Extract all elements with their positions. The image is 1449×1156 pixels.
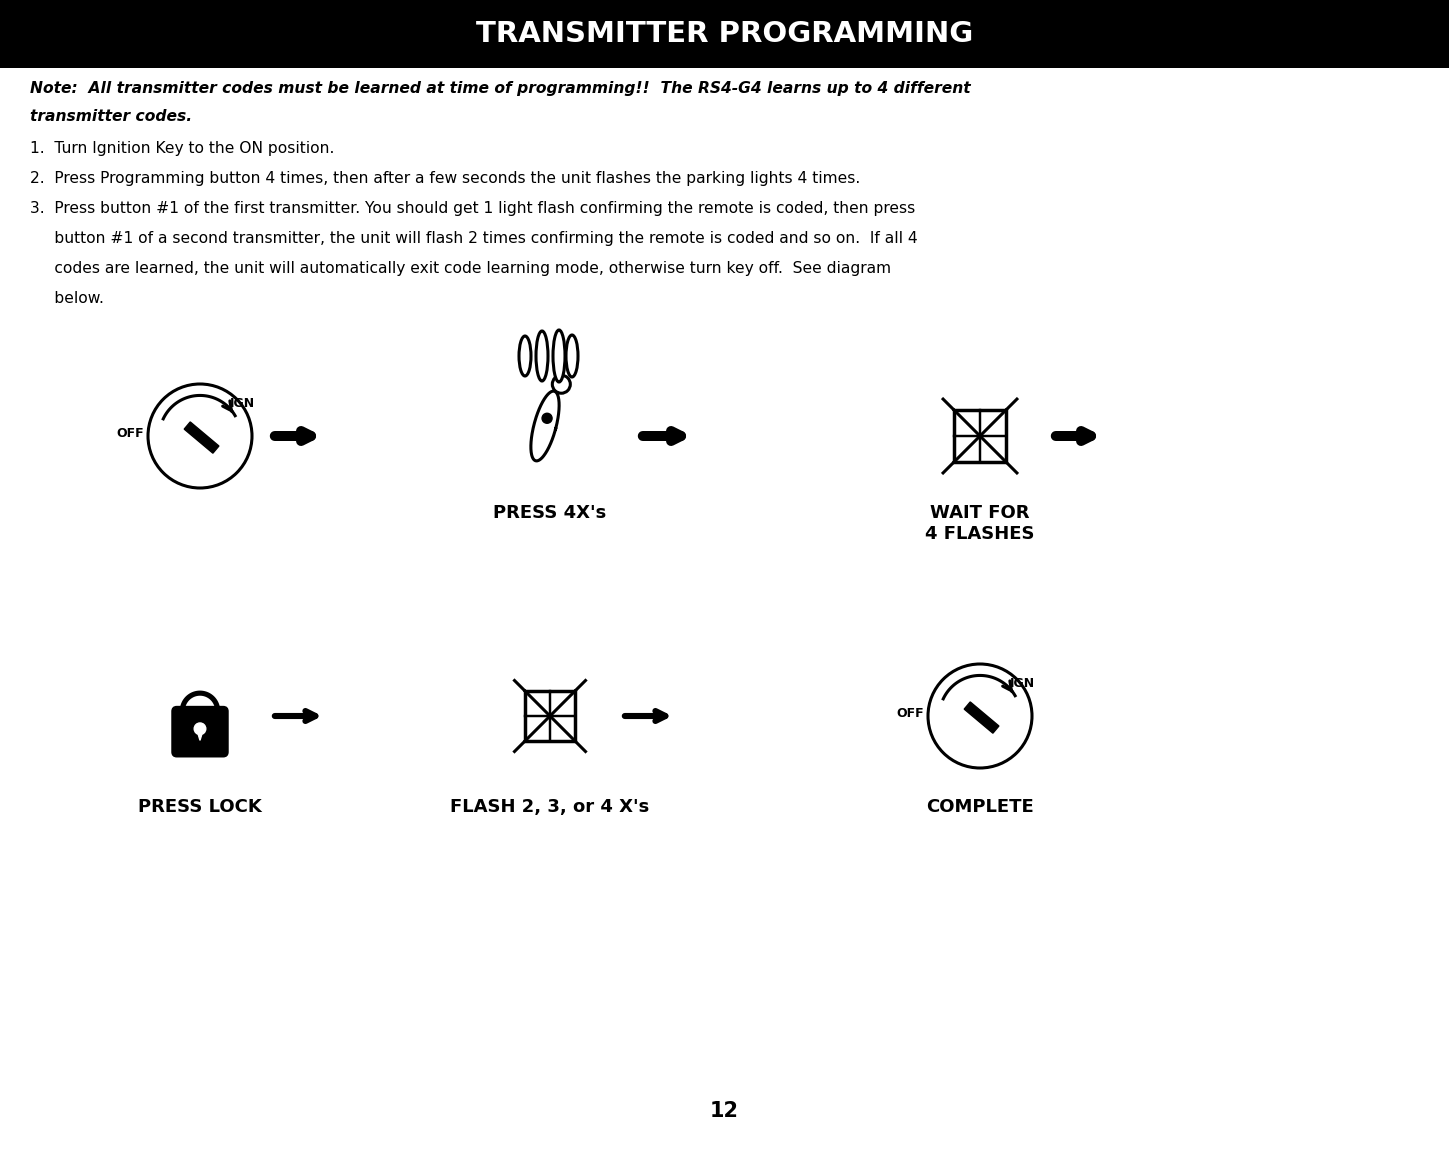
Polygon shape — [964, 702, 998, 733]
Polygon shape — [197, 728, 203, 740]
Text: codes are learned, the unit will automatically exit code learning mode, otherwis: codes are learned, the unit will automat… — [30, 261, 891, 276]
Text: FLASH 2, 3, or 4 X's: FLASH 2, 3, or 4 X's — [451, 798, 649, 816]
Text: 1.  Turn Ignition Key to the ON position.: 1. Turn Ignition Key to the ON position. — [30, 141, 335, 156]
Text: COMPLETE: COMPLETE — [926, 798, 1035, 816]
Text: IGN: IGN — [1010, 677, 1035, 690]
Text: below.: below. — [30, 291, 104, 306]
Bar — [0, 0, 1449, 68]
Ellipse shape — [519, 336, 530, 376]
FancyBboxPatch shape — [172, 707, 227, 756]
Ellipse shape — [536, 331, 548, 381]
Text: OFF: OFF — [116, 427, 143, 440]
Text: PRESS LOCK: PRESS LOCK — [138, 798, 262, 816]
Text: 12: 12 — [710, 1101, 739, 1121]
Text: IGN: IGN — [230, 397, 255, 410]
Text: OFF: OFF — [897, 707, 924, 720]
Circle shape — [194, 722, 206, 734]
Text: TRANSMITTER PROGRAMMING: TRANSMITTER PROGRAMMING — [475, 20, 974, 49]
Ellipse shape — [554, 329, 565, 381]
Polygon shape — [184, 422, 219, 453]
Text: transmitter codes.: transmitter codes. — [30, 109, 193, 124]
Text: Note:  All transmitter codes must be learned at time of programming!!  The RS4-G: Note: All transmitter codes must be lear… — [30, 81, 971, 96]
Text: PRESS 4X's: PRESS 4X's — [493, 504, 607, 523]
Bar — [525, 691, 575, 741]
Ellipse shape — [567, 335, 578, 377]
Text: button #1 of a second transmitter, the unit will flash 2 times confirming the re: button #1 of a second transmitter, the u… — [30, 231, 917, 246]
Circle shape — [542, 414, 552, 423]
Text: 2.  Press Programming button 4 times, then after a few seconds the unit flashes : 2. Press Programming button 4 times, the… — [30, 171, 861, 186]
Bar — [953, 410, 1006, 462]
Text: 3.  Press button #1 of the first transmitter. You should get 1 light flash confi: 3. Press button #1 of the first transmit… — [30, 201, 916, 216]
Text: WAIT FOR
4 FLASHES: WAIT FOR 4 FLASHES — [926, 504, 1035, 543]
